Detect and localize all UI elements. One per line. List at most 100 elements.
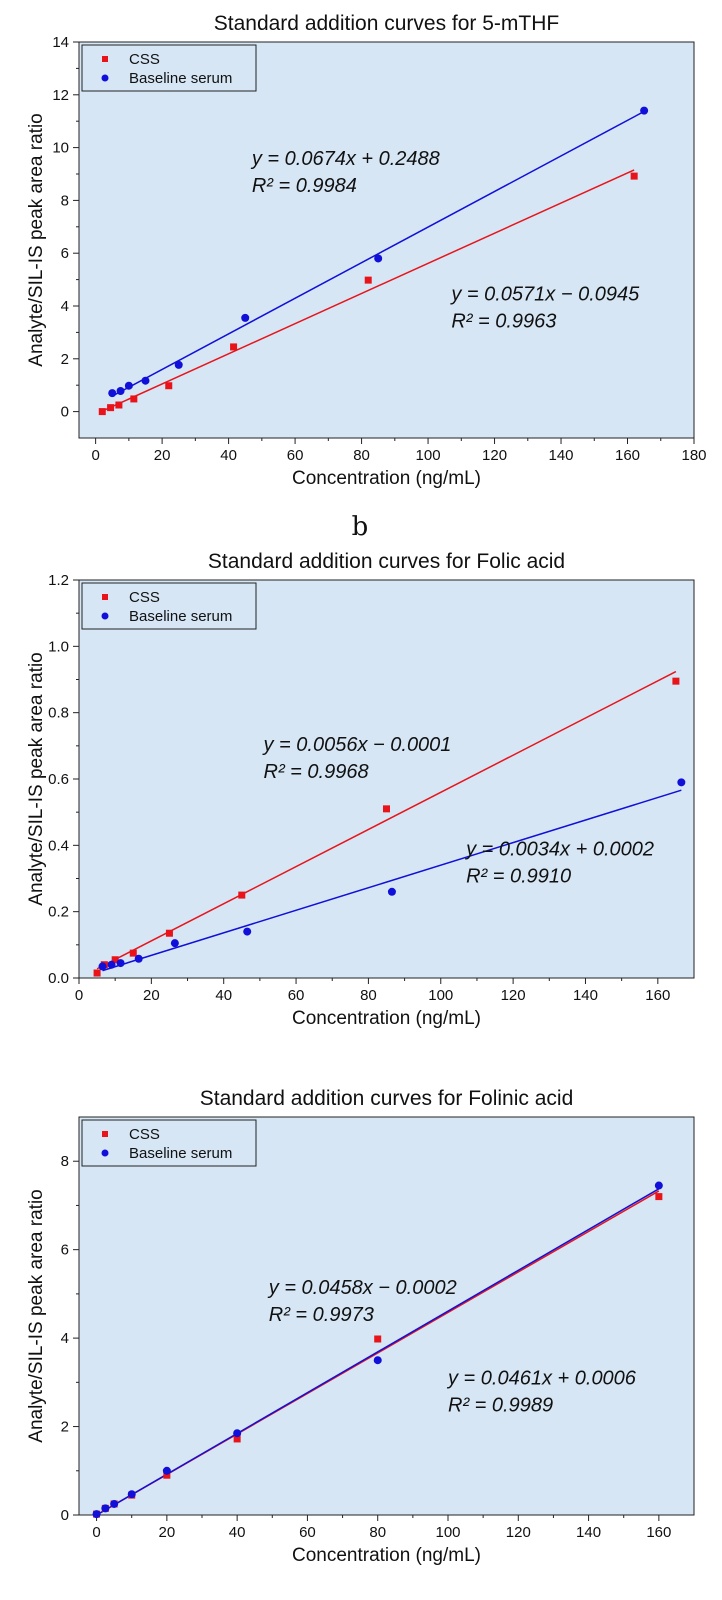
data-point-baseline-serum <box>373 1356 382 1365</box>
x-tick-label: 120 <box>501 987 526 1004</box>
x-axis-label: Concentration (ng/mL) <box>292 1545 481 1566</box>
y-tick-label: 0.6 <box>48 771 69 788</box>
legend-box <box>81 1119 257 1167</box>
y-axis-label: Analyte/SIL-IS peak area ratio <box>26 652 47 905</box>
data-point-baseline-serum <box>233 1429 242 1438</box>
data-point-baseline-serum <box>116 387 125 396</box>
x-tick-label: 80 <box>353 447 370 464</box>
data-point-baseline-serum <box>92 1510 101 1519</box>
fit-line-baseline-serum <box>96 1188 660 1516</box>
y-tick-label: 2 <box>61 1419 69 1436</box>
x-tick-label: 140 <box>573 987 598 1004</box>
legend-label: Baseline serum <box>129 1145 232 1162</box>
y-tick-label: 0.8 <box>48 705 69 722</box>
x-axis-label: Concentration (ng/mL) <box>292 468 481 489</box>
data-point-css <box>655 1193 663 1201</box>
chart-title: Standard addition curves for 5-mTHF <box>214 12 559 35</box>
x-tick-label: 60 <box>288 987 305 1004</box>
data-point-baseline-serum <box>243 927 252 936</box>
plot-area <box>78 41 695 439</box>
data-point-baseline-serum <box>127 1490 136 1499</box>
data-point-css <box>107 404 115 412</box>
y-tick-label: 6 <box>61 1242 69 1259</box>
legend-label: CSS <box>129 589 160 606</box>
x-tick-label: 140 <box>576 1524 601 1541</box>
legend-box <box>81 44 257 92</box>
data-point-css <box>383 805 390 813</box>
data-point-baseline-serum <box>124 381 133 390</box>
r-squared-value: R² = 0.9989 <box>448 1395 553 1417</box>
x-tick-label: 40 <box>220 447 237 464</box>
x-tick-label: 80 <box>369 1524 386 1541</box>
x-axis-label: Concentration (ng/mL) <box>292 1008 481 1029</box>
y-tick-label: 0.2 <box>48 904 69 921</box>
legend-marker-css <box>102 594 108 600</box>
data-point-css <box>630 172 638 180</box>
data-point-css <box>163 1471 171 1479</box>
y-tick-label: 2 <box>61 351 69 368</box>
x-tick-label: 20 <box>143 987 160 1004</box>
y-axis-label: Analyte/SIL-IS peak area ratio <box>26 113 47 366</box>
chart-2: Standard addition curves for Folic acid 0… <box>26 550 695 1029</box>
data-point-baseline-serum <box>387 887 396 896</box>
chart-title: Standard addition curves for Folic acid <box>208 550 565 573</box>
legend-label: Baseline serum <box>129 70 232 87</box>
legend-marker-baseline-serum <box>101 612 109 620</box>
data-point-baseline-serum <box>640 106 649 115</box>
legend-box <box>81 582 257 630</box>
data-point-css <box>374 1335 382 1343</box>
x-tick-label: 20 <box>154 447 171 464</box>
x-tick-label: 120 <box>482 447 507 464</box>
regression-equation: y = 0.0458x − 0.0002 <box>267 1277 457 1299</box>
y-tick-label: 4 <box>61 298 69 315</box>
y-tick-label: 0.4 <box>48 837 69 854</box>
y-tick-label: 0 <box>61 404 69 421</box>
x-tick-label: 0 <box>92 1524 100 1541</box>
x-tick-label: 100 <box>435 1524 460 1541</box>
regression-equation: y = 0.0674x + 0.2488 <box>250 148 440 170</box>
x-tick-label: 180 <box>681 447 706 464</box>
data-point-baseline-serum <box>174 360 183 369</box>
legend-marker-css <box>102 1131 108 1137</box>
legend-label: CSS <box>129 1126 160 1143</box>
x-tick-label: 160 <box>615 447 640 464</box>
data-point-css <box>672 677 680 685</box>
data-point-baseline-serum <box>108 389 117 398</box>
data-point-baseline-serum <box>141 376 150 385</box>
data-point-css <box>165 382 173 390</box>
regression-equation: y = 0.0034x + 0.0002 <box>464 838 654 860</box>
plot-area <box>78 579 695 979</box>
data-point-baseline-serum <box>98 962 107 971</box>
chart-3: Standard addition curves for Folinic aci… <box>26 1087 695 1566</box>
data-point-css <box>111 956 119 964</box>
data-point-baseline-serum <box>170 939 179 948</box>
legend-marker-css <box>102 56 108 62</box>
y-tick-label: 10 <box>52 140 69 157</box>
fit-line-baseline-serum <box>111 110 645 397</box>
data-point-baseline-serum <box>677 778 686 787</box>
x-tick-label: 20 <box>159 1524 176 1541</box>
x-tick-label: 80 <box>360 987 377 1004</box>
y-tick-label: 12 <box>52 87 69 104</box>
data-point-baseline-serum <box>101 1504 110 1513</box>
r-squared-value: R² = 0.9973 <box>269 1304 374 1326</box>
x-tick-label: 140 <box>549 447 574 464</box>
x-tick-label: 160 <box>645 987 670 1004</box>
data-point-css <box>129 949 137 957</box>
legend-label: CSS <box>129 51 160 68</box>
regression-equation: y = 0.0056x − 0.0001 <box>262 734 452 756</box>
x-tick-label: 60 <box>299 1524 316 1541</box>
y-tick-label: 0.0 <box>48 970 69 987</box>
data-point-baseline-serum <box>374 254 383 263</box>
x-tick-label: 160 <box>646 1524 671 1541</box>
data-point-baseline-serum <box>241 313 250 322</box>
x-tick-label: 0 <box>91 447 99 464</box>
fit-line-baseline-serum <box>102 789 682 972</box>
r-squared-value: R² = 0.9968 <box>264 761 369 783</box>
fit-line-css <box>96 670 677 970</box>
data-point-css <box>130 395 138 403</box>
y-tick-label: 4 <box>61 1330 69 1347</box>
panel-label-b: b <box>352 512 369 542</box>
